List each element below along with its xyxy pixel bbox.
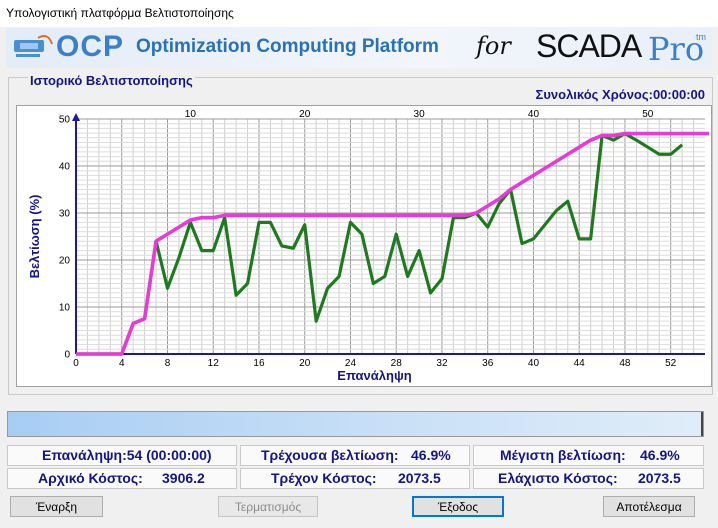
x-top-tick-label: 40	[528, 109, 540, 120]
total-time-label: Συνολικός Χρόνος:00:00:00	[535, 87, 705, 102]
start-button[interactable]: Έναρξη	[10, 496, 103, 517]
trademark-text: tm	[696, 32, 706, 42]
y-tick-label: 10	[59, 303, 71, 314]
iteration-label: Επανάληψη:54 (00:00:00)	[42, 447, 212, 463]
y-axis-arrow-icon	[72, 113, 80, 121]
improvement-chart: 0 4 8 12 16 20 24 28 32 36 40 44 48 52 10 20 30 40 50 0 10 20…	[16, 105, 712, 387]
x-tick-label: 0	[73, 358, 79, 369]
min-cost-stat: Ελάχιστο Κόστος: 2073.5	[473, 468, 704, 489]
max-improvement-value: 46.9%	[640, 447, 680, 463]
pro-logo-text: Pro	[648, 30, 705, 68]
current-improvement-line	[76, 131, 684, 356]
current-improvement-value: 46.9%	[411, 447, 451, 463]
y-tick-label: 0	[64, 350, 70, 361]
x-top-tick-label: 30	[414, 109, 426, 120]
history-group	[8, 77, 713, 395]
initial-cost-stat: Αρχικό Κόστος: 3906.2	[7, 468, 237, 489]
x-tick-label: 16	[253, 358, 265, 369]
history-group-title: Ιστορικό Βελτιστοποίησης	[28, 73, 195, 88]
x-tick-label: 4	[119, 358, 125, 369]
y-tick-label: 40	[59, 162, 71, 173]
x-tick-label: 44	[574, 358, 586, 369]
current-improvement-stat: Τρέχουσα βελτίωση: 46.9%	[240, 445, 470, 466]
min-cost-label: Ελάχιστο Κόστος:	[498, 470, 618, 486]
y-tick-label: 20	[59, 256, 71, 267]
x-tick-label: 20	[299, 358, 311, 369]
ocp-logo-icon	[14, 35, 53, 57]
current-improvement-label: Τρέχουσα βελτίωση:	[261, 447, 399, 463]
scada-logo-text: SCADA	[536, 28, 642, 64]
initial-cost-label: Αρχικό Κόστος:	[38, 470, 143, 486]
for-text: for	[476, 32, 511, 60]
x-top-tick-label: 50	[642, 109, 654, 120]
best-improvement-line	[76, 131, 709, 356]
x-tick-label: 12	[208, 358, 220, 369]
min-cost-value: 2073.5	[638, 470, 681, 486]
max-improvement-stat: Μέγιστη βελτίωση: 46.9%	[473, 445, 704, 466]
x-top-tick-label: 20	[299, 109, 311, 120]
x-tick-label: 36	[482, 358, 494, 369]
x-tick-label: 48	[619, 358, 631, 369]
x-tick-label: 32	[436, 358, 448, 369]
x-axis-label: Επανάληψη	[337, 368, 411, 383]
max-improvement-label: Μέγιστη βελτίωση:	[500, 447, 626, 463]
header-banner: OCP Optimization Computing Platform for …	[6, 28, 712, 68]
platform-title: Optimization Computing Platform	[136, 36, 439, 57]
x-tick-label: 28	[391, 358, 403, 369]
x-tick-label: 40	[528, 358, 540, 369]
x-tick-label: 8	[165, 358, 171, 369]
progress-bar	[7, 411, 704, 437]
x-tick-label: 52	[665, 358, 677, 369]
x-top-tick-label: 10	[185, 109, 197, 120]
current-cost-stat: Τρέχον Κόστος: 2073.5	[240, 468, 470, 489]
stop-button[interactable]: Τερματισμός	[218, 496, 318, 517]
initial-cost-value: 3906.2	[162, 470, 205, 486]
y-tick-label: 50	[59, 115, 71, 126]
current-cost-value: 2073.5	[398, 470, 441, 486]
window-title: Υπολογιστική πλατφόρμα Βελτιστοποίησης	[6, 6, 234, 20]
exit-button[interactable]: Έξοδος	[412, 496, 504, 517]
title-bar: Υπολογιστική πλατφόρμα Βελτιστοποίησης	[0, 0, 718, 27]
x-tick-label: 24	[345, 358, 357, 369]
y-axis-label: Βελτίωση (%)	[27, 195, 42, 279]
ocp-logo-text: OCP	[56, 30, 125, 63]
results-button[interactable]: Αποτέλεσμα	[603, 496, 695, 517]
y-tick-label: 30	[59, 209, 71, 220]
iteration-stat: Επανάληψη:54 (00:00:00)	[7, 445, 237, 466]
current-cost-label: Τρέχον Κόστος:	[271, 470, 377, 486]
